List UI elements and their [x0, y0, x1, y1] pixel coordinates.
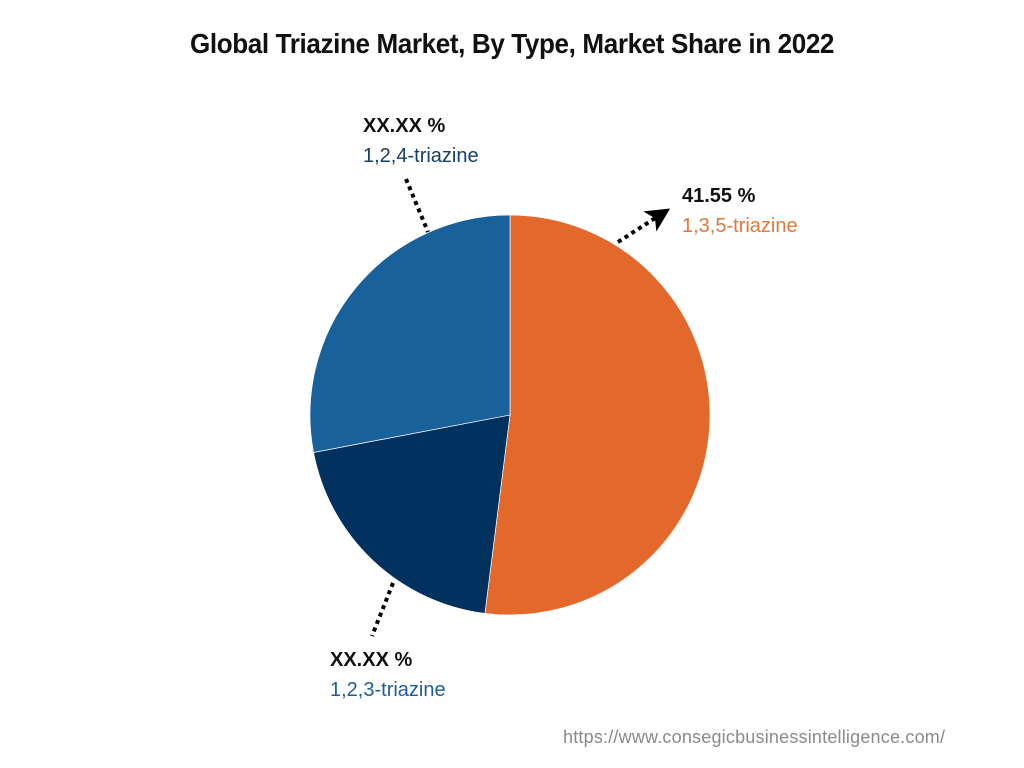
pie-slice-1-2-3-triazine	[313, 414, 511, 614]
leader-line-1-2-3	[370, 582, 395, 637]
slice-value: XX.XX %	[330, 649, 413, 671]
leader-line-1-3-5	[616, 208, 671, 244]
slice-label: 1,2,3-triazine	[330, 679, 446, 701]
chart-title: Global Triazine Market, By Type, Market …	[189, 28, 835, 59]
slice-label: 1,3,5-triazine	[682, 215, 798, 237]
pie-slices	[309, 214, 711, 616]
source-url: https://www.consegicbusinessintelligence…	[563, 727, 946, 747]
slice-label: 1,2,4-triazine	[363, 145, 479, 167]
slice-value: 41.55 %	[682, 185, 756, 207]
callout-1-2-3-triazine: XX.XX % 1,2,3-triazine	[330, 650, 446, 700]
callout-1-2-4-triazine: XX.XX % 1,2,4-triazine	[363, 116, 479, 166]
leader-line-1-2-4	[404, 178, 430, 233]
slice-value: XX.XX %	[363, 115, 446, 137]
callout-1-3-5-triazine: 41.55 % 1,3,5-triazine	[682, 186, 798, 236]
pie-slice-1-3-5-triazine	[484, 214, 711, 616]
pie-slice-1-2-4-triazine	[309, 214, 511, 453]
